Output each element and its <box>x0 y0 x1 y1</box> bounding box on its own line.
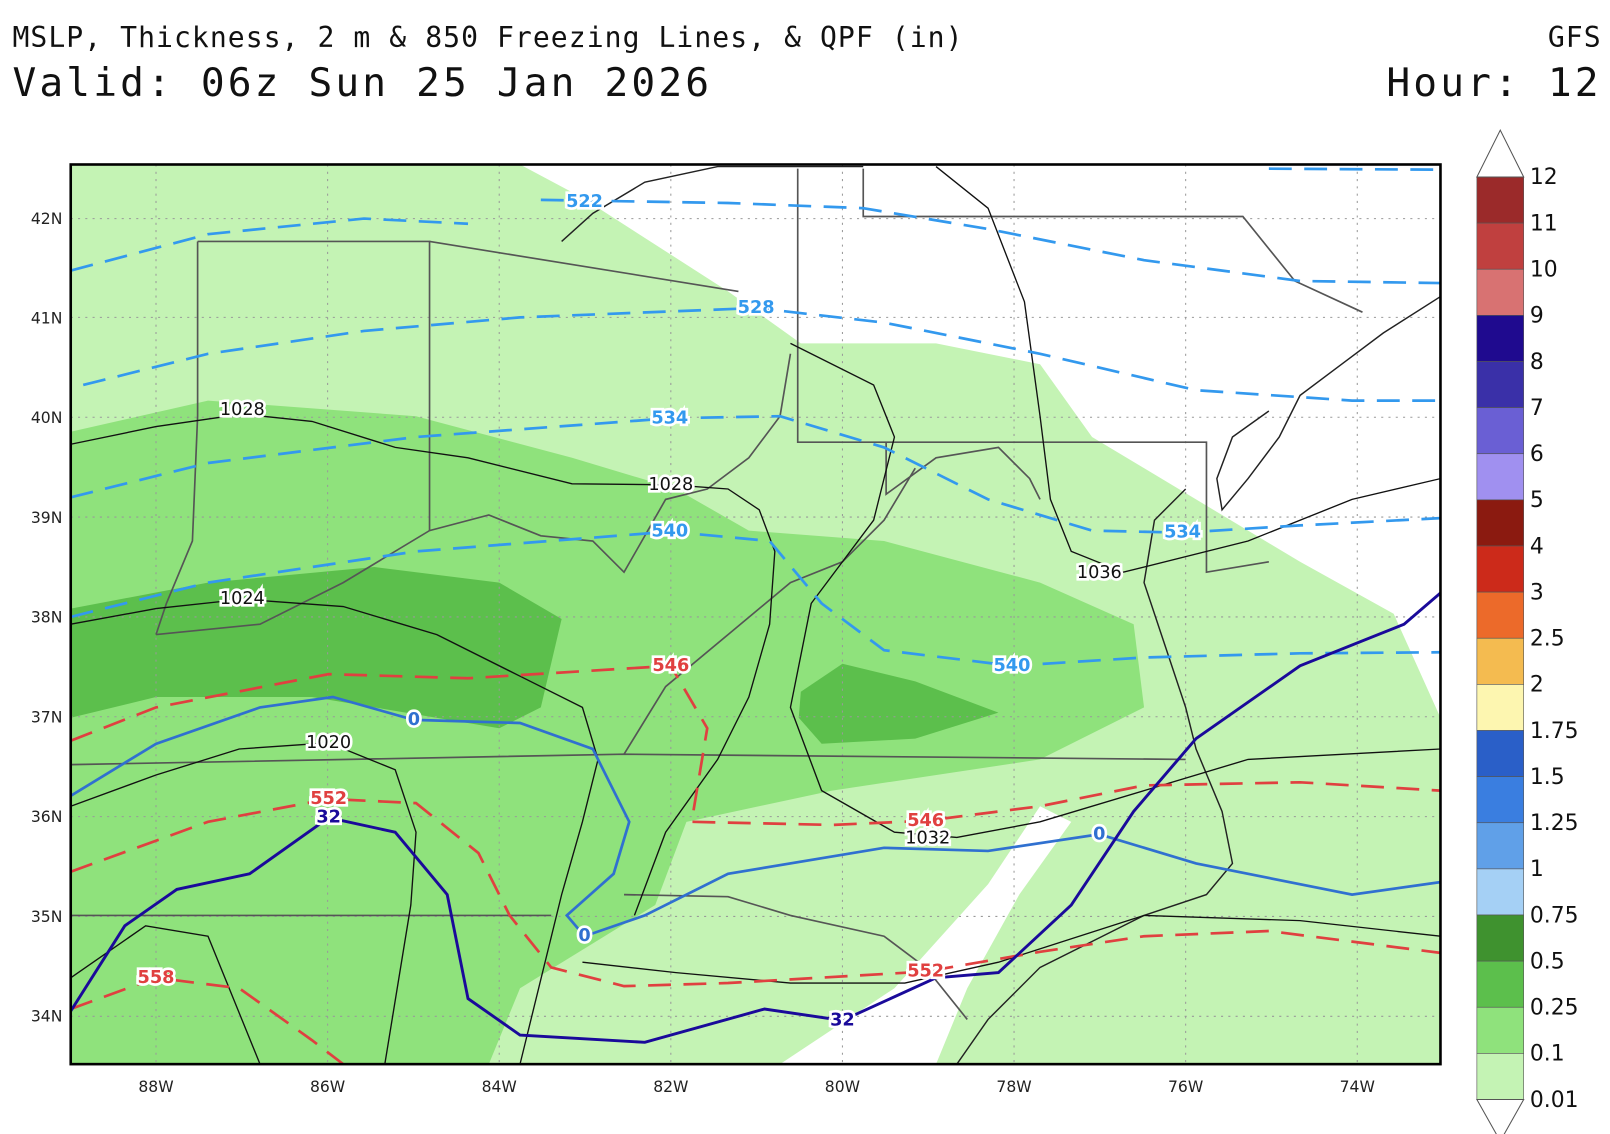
colorbar-band <box>1476 499 1524 547</box>
colorbar-band <box>1476 730 1524 777</box>
lon-label: 78W <box>996 1078 1031 1096</box>
colorbar: 12 11 10 9 8 7 6 5 4 3 2.5 2 1.75 1.5 1.25 1 0.75 0.5 0.25… <box>1475 129 1579 1134</box>
colorbar-label: 5 <box>1530 488 1544 513</box>
colorbar-band <box>1476 776 1524 824</box>
lon-label: 74W <box>1340 1078 1375 1096</box>
colorbar-band <box>1476 315 1524 362</box>
colorbar-label: 1 <box>1530 857 1544 882</box>
colorbar-band <box>1476 1053 1524 1100</box>
colorbar-label: 0.1 <box>1530 1042 1565 1067</box>
colorbar-band <box>1476 822 1524 870</box>
contour-label: 534 <box>651 408 688 428</box>
lon-label: 86W <box>310 1078 345 1096</box>
colorbar-label: 8 <box>1530 350 1544 375</box>
contour-label: 0 <box>408 710 420 730</box>
contour-label: 32 <box>830 1010 855 1030</box>
contour-label: 522 <box>566 192 603 212</box>
lat-label: 36N <box>31 808 63 826</box>
lon-label: 80W <box>825 1078 860 1096</box>
isobars <box>70 166 1441 1065</box>
colorbar-label: 10 <box>1530 258 1558 283</box>
boundaries <box>70 165 1441 1065</box>
contour-label: 32 <box>316 808 341 828</box>
forecast-hour: Hour: 12 <box>1386 60 1601 106</box>
contour-label: 528 <box>738 298 775 318</box>
contour-label: 540 <box>651 522 688 542</box>
contour-label: 546 <box>907 811 944 831</box>
colorbar-band <box>1476 1006 1524 1054</box>
title: MSLP, Thickness, 2 m & 850 Freezing Line… <box>12 21 963 54</box>
lat-label: 37N <box>31 708 63 726</box>
colorbar-band <box>1476 361 1524 408</box>
lon-label: 84W <box>482 1078 517 1096</box>
lat-label: 40N <box>31 409 63 427</box>
model: GFS <box>1548 21 1602 54</box>
colorbar-label: 2.5 <box>1530 627 1565 652</box>
colorbar-band <box>1476 222 1524 270</box>
colorbar-band <box>1476 268 1524 316</box>
colorbar-band <box>1476 545 1524 593</box>
colorbar-label: 0.25 <box>1530 996 1579 1021</box>
colorbar-band <box>1476 960 1524 1008</box>
lat-label: 39N <box>31 509 63 527</box>
contour-label: 1024 <box>220 589 265 609</box>
colorbar-band <box>1476 591 1524 639</box>
lon-label: 82W <box>653 1078 688 1096</box>
lat-label: 34N <box>31 1008 63 1026</box>
map-area: 522 528 534 540 534 540 546 546 552 552 … <box>70 164 1441 1065</box>
colorbar-band <box>1476 868 1524 916</box>
colorbar-band <box>1476 407 1524 455</box>
lat-label: 42N <box>31 210 63 228</box>
lat-label: 35N <box>31 908 63 926</box>
colorbar-label: 2 <box>1530 673 1544 698</box>
lon-label: 88W <box>138 1078 173 1096</box>
valid-time: Valid: 06z Sun 25 Jan 2026 <box>12 60 712 106</box>
contour-label: 1032 <box>905 828 950 848</box>
colorbar-arrow <box>1476 129 1525 178</box>
colorbar-label: 0.5 <box>1530 949 1565 974</box>
colorbar-band <box>1476 914 1524 962</box>
colorbar-label: 0.01 <box>1530 1088 1579 1113</box>
colorbar-label: 12 <box>1530 165 1558 190</box>
contour-label: 546 <box>652 656 689 676</box>
contour-label: 552 <box>907 962 944 982</box>
colorbar-label: 7 <box>1530 396 1544 421</box>
colorbar-label: 11 <box>1530 211 1558 236</box>
contour-label: 534 <box>1164 523 1201 543</box>
contour-label: 540 <box>994 656 1031 676</box>
colorbar-label: 1.5 <box>1530 765 1565 790</box>
colorbar-band <box>1476 684 1524 731</box>
contour-label: 552 <box>310 789 347 809</box>
map-frame <box>69 163 1442 1066</box>
axis-labels: 42N 41N 40N 39N 38N 37N 36N 35N 34N 88W 86W 84W 82W 8… <box>31 210 1375 1096</box>
colorbar-label: 1.25 <box>1530 811 1579 836</box>
contour-label: 1028 <box>648 475 693 495</box>
contour-label: 0 <box>1093 824 1105 844</box>
colorbar-band <box>1476 453 1524 501</box>
colorbar-label: 6 <box>1530 442 1544 467</box>
colorbar-label: 4 <box>1530 534 1544 559</box>
contour-label: 0 <box>578 926 590 946</box>
contour-label: 1028 <box>220 400 265 420</box>
colorbar-label: 3 <box>1530 580 1544 605</box>
contour-label: 1036 <box>1077 563 1122 583</box>
contour-label: 558 <box>138 968 175 988</box>
lat-label: 41N <box>31 310 63 328</box>
colorbar-label: 1.75 <box>1530 719 1579 744</box>
lat-label: 38N <box>31 609 63 627</box>
lon-label: 76W <box>1168 1078 1203 1096</box>
contour-labels: 522 528 534 540 534 540 546 546 552 552 … <box>135 189 1204 1033</box>
colorbar-arrow <box>1475 1098 1525 1134</box>
colorbar-label: 9 <box>1530 304 1544 329</box>
colorbar-label: 0.75 <box>1530 903 1579 928</box>
colorbar-band <box>1476 637 1524 685</box>
colorbar-band <box>1476 176 1524 224</box>
contour-label: 1020 <box>306 733 351 753</box>
